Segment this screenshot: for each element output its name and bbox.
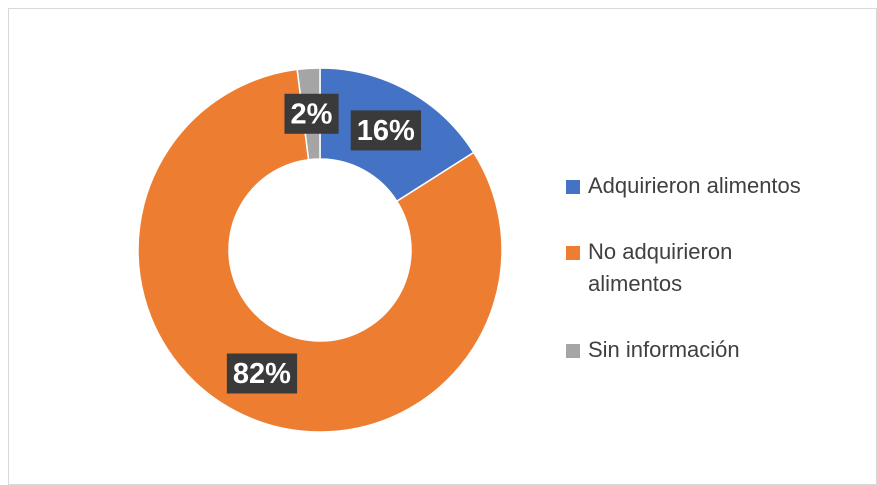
- data-label-text: 82%: [233, 358, 291, 390]
- data-label-box: [350, 110, 421, 151]
- donut-slice: [137, 68, 503, 433]
- data-label: 2%: [284, 93, 339, 134]
- legend-item: Sin información: [566, 334, 856, 366]
- legend-text: No adquirieron alimentos: [588, 239, 733, 296]
- legend: Adquirieron alimentos No adquirieron alim…: [566, 170, 856, 400]
- data-label-box: [284, 93, 339, 134]
- data-label-box: [226, 353, 298, 394]
- legend-swatch: [566, 246, 580, 260]
- data-label-text: 2%: [290, 98, 332, 130]
- data-label: 16%: [350, 110, 421, 151]
- legend-item: No adquirieron alimentos: [566, 236, 788, 300]
- data-label: 82%: [226, 353, 298, 394]
- legend-swatch: [566, 180, 580, 194]
- legend-item: Adquirieron alimentos: [566, 170, 856, 202]
- legend-text: Sin información: [588, 337, 740, 362]
- legend-text: Adquirieron alimentos: [588, 173, 801, 198]
- legend-swatch: [566, 344, 580, 358]
- data-label-text: 16%: [357, 115, 415, 147]
